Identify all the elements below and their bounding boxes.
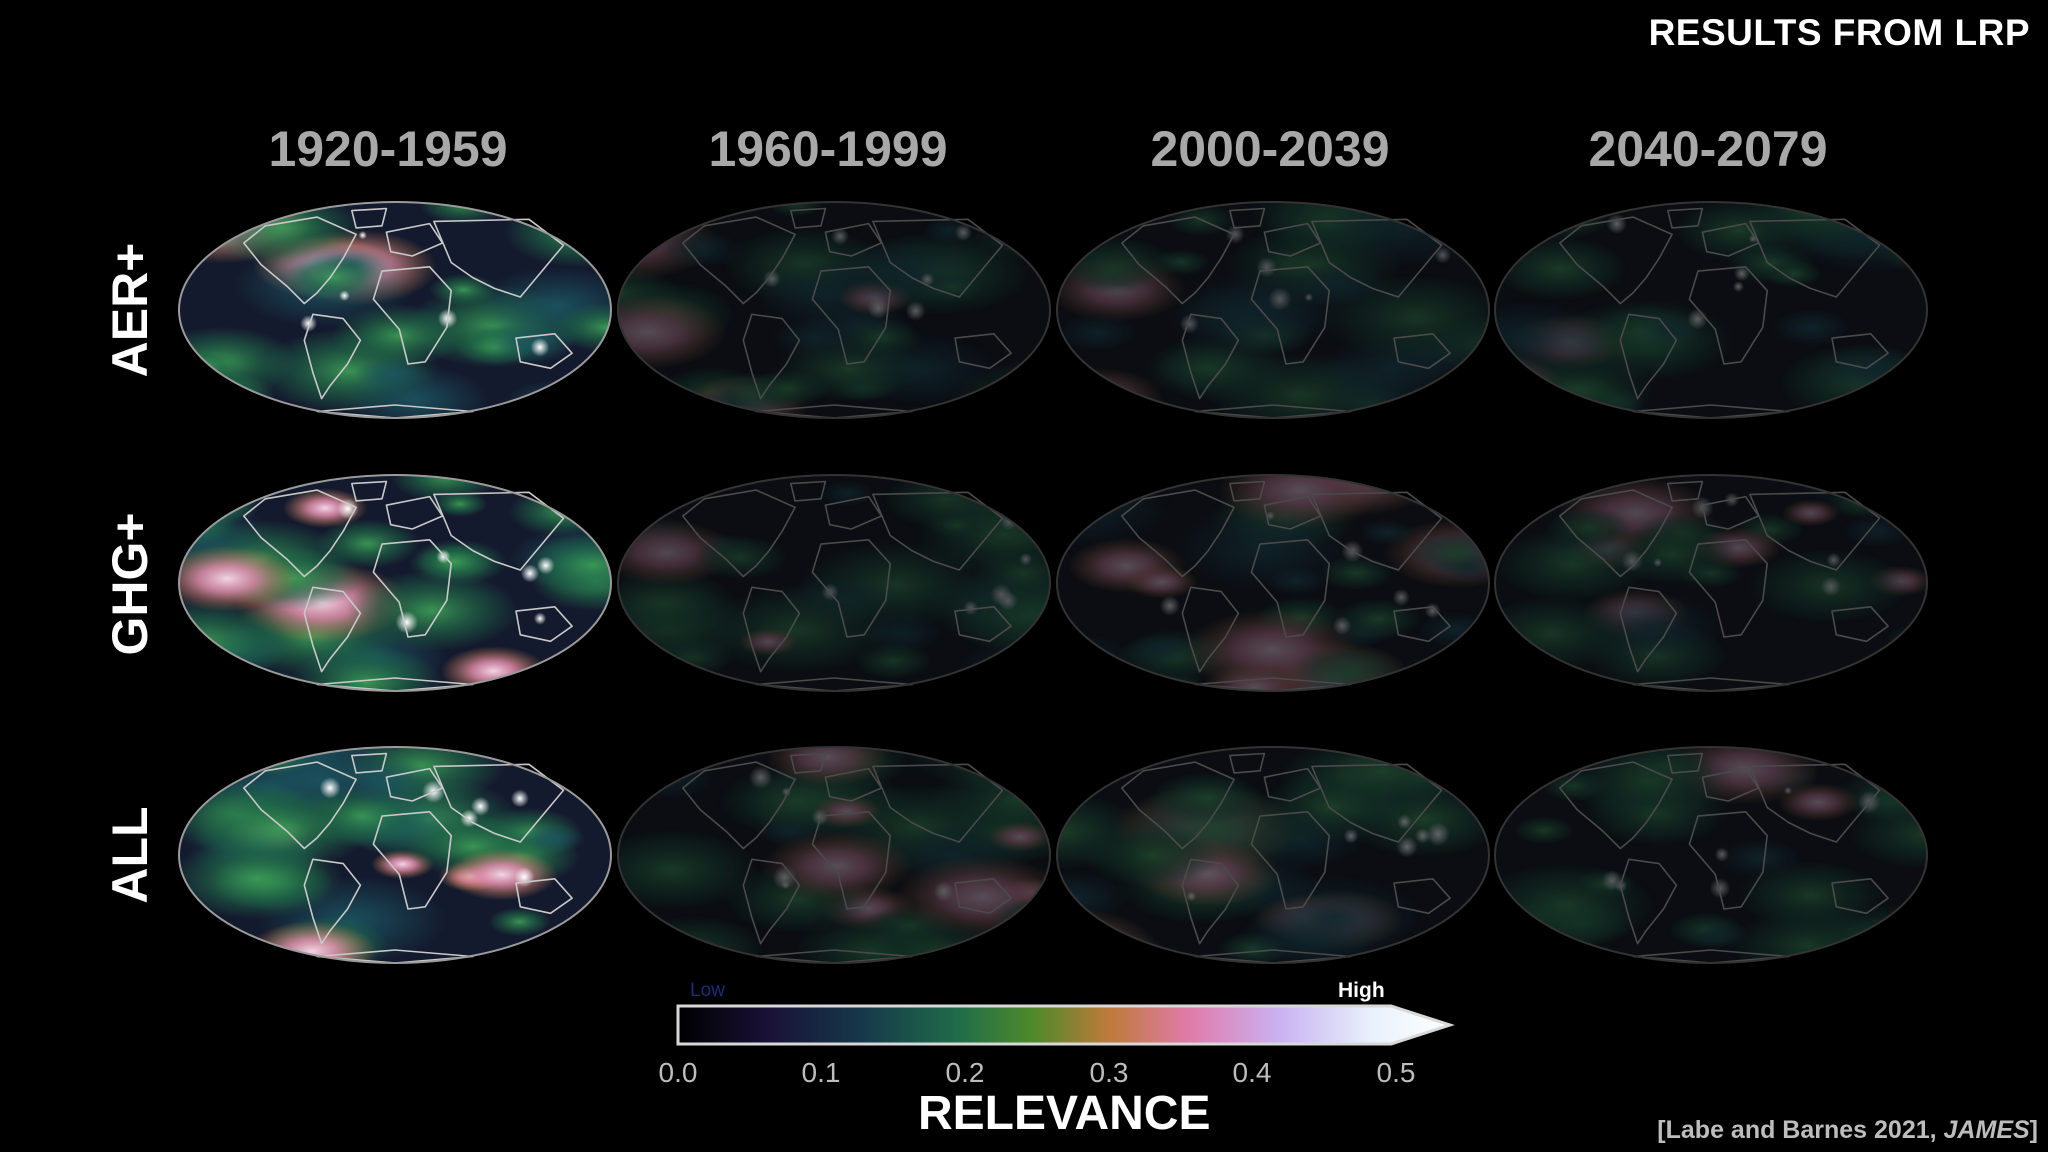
colorbar-tick: 0.0	[658, 1057, 698, 1088]
relevance-map-all-1	[178, 746, 612, 964]
colorbar-tick: 0.2	[945, 1057, 985, 1088]
colorbar	[676, 1004, 1455, 1046]
relevance-map-ghg-2	[617, 474, 1051, 692]
colorbar-high-label: High	[1338, 979, 1385, 1002]
colorbar-tick: 0.5	[1376, 1057, 1416, 1088]
colorbar-tick: 0.1	[801, 1057, 841, 1088]
relevance-map-ghg-4	[1494, 474, 1928, 692]
colorbar-label: RELEVANCE	[918, 1087, 1211, 1140]
colorbar-tick: 0.4	[1232, 1057, 1272, 1088]
page-title: RESULTS FROM LRP	[1648, 12, 2030, 53]
relevance-map-all-3	[1056, 746, 1490, 964]
relevance-map-aer-2	[617, 201, 1051, 419]
relevance-map-ghg-1	[178, 474, 612, 692]
relevance-map-aer-1	[178, 201, 612, 419]
relevance-map-all-2	[617, 746, 1051, 964]
period-label-4: 2040-2079	[1588, 121, 1828, 177]
relevance-map-ghg-3	[1056, 474, 1490, 692]
citation: [Labe and Barnes 2021, JAMES]	[1657, 1116, 2038, 1144]
relevance-map-all-4	[1494, 746, 1928, 964]
colorbar-tick: 0.3	[1089, 1057, 1129, 1088]
colorbar-ramp	[676, 1004, 1455, 1046]
period-label-3: 2000-2039	[1150, 121, 1390, 177]
relevance-map-aer-4	[1494, 201, 1928, 419]
colorbar-low-label: Low	[690, 980, 725, 1001]
relevance-map-aer-3	[1056, 201, 1490, 419]
period-label-2: 1960-1999	[708, 121, 948, 177]
period-label-1: 1920-1959	[268, 121, 508, 177]
